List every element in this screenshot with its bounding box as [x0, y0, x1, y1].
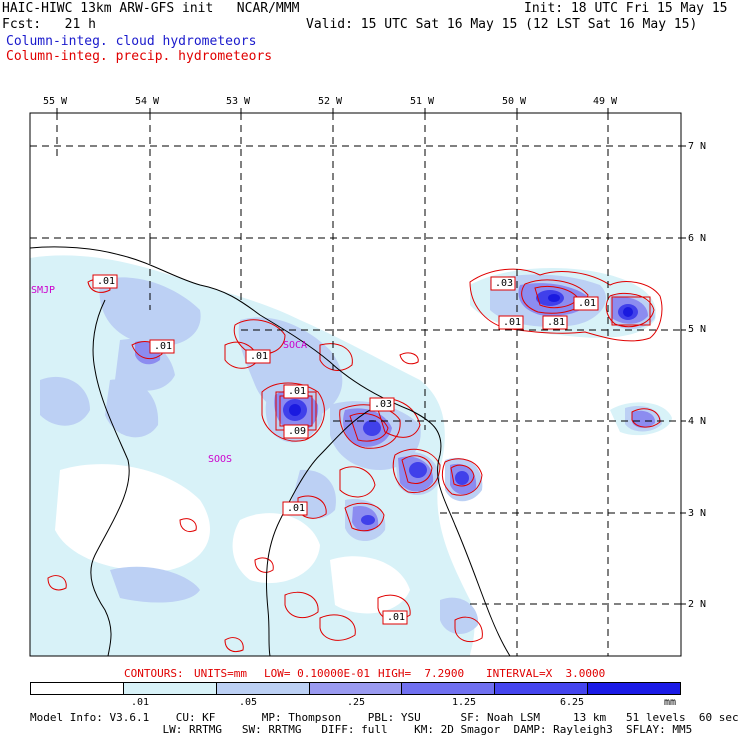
- colorbar-segment: [31, 683, 123, 694]
- lat-label-5n: 5 N: [688, 324, 707, 335]
- lon-label-54w: 54 W: [135, 96, 160, 107]
- colorbar-segment: [401, 683, 495, 694]
- lon-label-51w: 51 W: [410, 96, 435, 107]
- contour-info-contours: CONTOURS:: [124, 667, 184, 680]
- colorbar-segment: [215, 683, 309, 694]
- contour-info-units: UNITS=mm: [194, 667, 247, 680]
- model-info-line1: Model Info: V3.6.1 CU: KF MP: Thompson P…: [30, 711, 739, 724]
- lat-label-7n: 7 N: [688, 141, 707, 152]
- contour-info-high: HIGH= 7.2900: [378, 667, 465, 680]
- contour-label: .01: [387, 612, 406, 623]
- contour-info-interval: INTERVAL=X 3.0000: [486, 667, 606, 680]
- contour-label: .03: [495, 278, 514, 289]
- contour-label: .01: [154, 341, 173, 352]
- contour-label: .09: [288, 426, 307, 437]
- contour-label: .01: [250, 351, 269, 362]
- contour-label: .01: [287, 503, 306, 514]
- contour-label: .01: [97, 276, 116, 287]
- contour-label-boxes: [92, 274, 599, 625]
- lon-label-53w: 53 W: [226, 96, 251, 107]
- map-ticks: [56, 108, 686, 605]
- init-time: Init: 18 UTC Fri 15 May 15: [524, 1, 728, 16]
- lat-label-4n: 4 N: [688, 416, 707, 427]
- colorbar-segment: [122, 683, 216, 694]
- contour-label: .01: [578, 298, 597, 309]
- field-cloud-label: Column-integ. cloud hydrometeors: [6, 34, 257, 49]
- station-label: SOOS: [208, 454, 233, 465]
- lon-label-50w: 50 W: [502, 96, 527, 107]
- contour-label: .01: [288, 386, 307, 397]
- colorbar: [30, 682, 681, 695]
- station-label: SOCA: [283, 340, 308, 351]
- contour-label: .81: [547, 317, 566, 328]
- contour-info-low: LOW= 0.10000E-01: [264, 667, 370, 680]
- lon-label-55w: 55 W: [43, 96, 68, 107]
- valid-time: Valid: 15 UTC Sat 16 May 15 (12 LST Sat …: [306, 17, 698, 32]
- colorbar-segment: [494, 683, 588, 694]
- colorbar-unit: mm: [664, 697, 677, 708]
- colorbar-tick: .01: [131, 697, 150, 708]
- map-frame: [29, 112, 682, 657]
- model-title: HAIC-HIWC 13km ARW-GFS init NCAR/MMM: [2, 1, 300, 16]
- station-label: SMJP: [31, 285, 56, 296]
- contour-label: .03: [374, 399, 393, 410]
- colorbar-segment: [587, 683, 681, 694]
- field-precip-label: Column-integ. precip. hydrometeors: [6, 49, 273, 64]
- forecast-hour: Fcst: 21 h: [2, 17, 96, 32]
- colorbar-segment: [308, 683, 402, 694]
- colorbar-tick: 6.25: [560, 697, 585, 708]
- contour-label: .01: [503, 317, 522, 328]
- coastline-borders: [30, 246, 511, 656]
- lon-label-52w: 52 W: [318, 96, 343, 107]
- lat-label-2n: 2 N: [688, 599, 707, 610]
- colorbar-tick: 1.25: [452, 697, 477, 708]
- lat-label-3n: 3 N: [688, 508, 707, 519]
- cloud-shading: [30, 255, 672, 656]
- colorbar-tick: .05: [239, 697, 258, 708]
- lat-label-6n: 6 N: [688, 233, 707, 244]
- colorbar-tick: .25: [347, 697, 366, 708]
- lat-lon-grid: [30, 113, 681, 656]
- model-info-line2: LW: RRTMG SW: RRTMG DIFF: full KM: 2D Sm…: [30, 723, 693, 736]
- lon-label-49w: 49 W: [593, 96, 618, 107]
